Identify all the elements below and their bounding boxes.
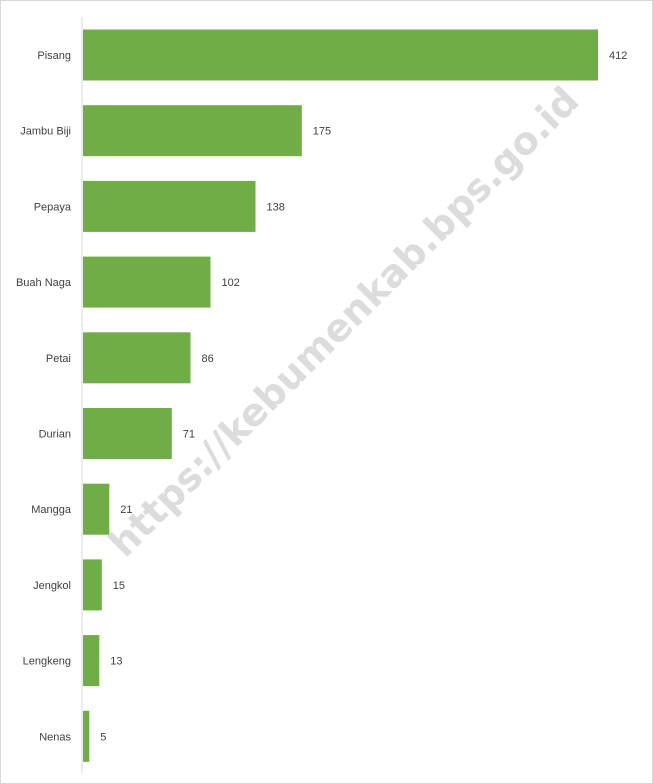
value-label-lengkeng: 13 <box>110 656 122 668</box>
category-label-mangga: Mangga <box>31 504 72 516</box>
value-label-nenas: 5 <box>100 731 106 743</box>
value-label-pepaya: 138 <box>267 201 285 213</box>
category-label-nenas: Nenas <box>39 731 71 743</box>
category-label-buah-naga: Buah Naga <box>16 277 72 289</box>
category-label-durian: Durian <box>39 429 71 441</box>
bar-buah-naga <box>83 256 211 308</box>
category-label-pisang: Pisang <box>37 50 71 62</box>
value-label-durian: 71 <box>183 429 195 441</box>
bars-layer <box>83 29 598 762</box>
value-label-mangga: 21 <box>120 504 132 516</box>
bar-pepaya <box>83 180 256 232</box>
bar-petai <box>83 332 191 384</box>
bar-pisang <box>83 29 598 81</box>
value-label-jengkol: 15 <box>113 580 125 592</box>
category-label-pepaya: Pepaya <box>34 201 72 213</box>
category-label-jengkol: Jengkol <box>33 580 71 592</box>
bar-durian <box>83 408 172 459</box>
category-label-lengkeng: Lengkeng <box>23 656 71 668</box>
category-label-petai: Petai <box>46 353 71 365</box>
bar-lengkeng <box>83 635 100 687</box>
bar-jambu-biji <box>83 105 302 157</box>
bar-mangga <box>83 483 110 535</box>
labels-layer: Pisang 412 Jambu Biji 175 Pepaya 138 Buah Naga… <box>16 50 627 743</box>
value-label-jambu-biji: 175 <box>313 126 331 138</box>
value-label-buah-naga: 102 <box>222 277 240 289</box>
bar-nenas <box>83 710 90 762</box>
bar-jengkol <box>83 559 102 611</box>
value-label-pisang: 412 <box>609 50 627 62</box>
category-label-jambu-biji: Jambu Biji <box>20 126 71 138</box>
value-label-petai: 86 <box>202 353 214 365</box>
